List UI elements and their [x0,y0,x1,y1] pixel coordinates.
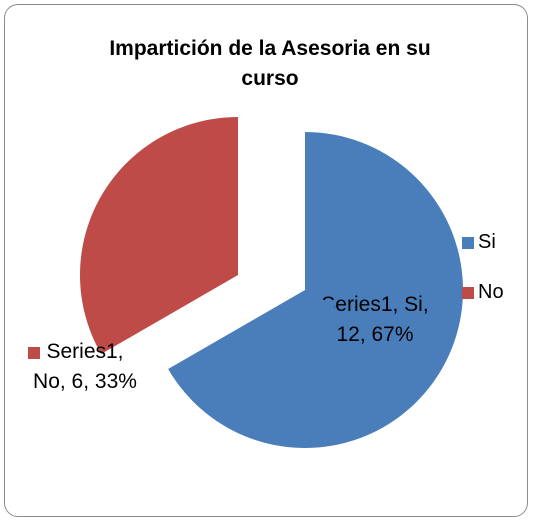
chart-title: Impartición de la Asesoria en su curso [109,37,431,90]
chart-border [4,4,528,517]
legend-swatch [462,286,474,299]
legend-item: No [462,281,504,304]
pie-slice [168,132,463,448]
legend-label: No [478,281,504,303]
legend-swatch [462,236,474,249]
label-key [322,300,334,312]
data-label-box: Series1, Si, 12, 67% [320,290,430,350]
data-label: Series1, Si, 12, 67% [321,293,429,346]
data-label-box: Series1, No, 6, 33% [28,337,140,397]
label-key [28,347,40,359]
legend-label: Si [478,231,496,253]
pie-slice [79,117,238,354]
data-label: Series1, No, 6, 33% [33,340,137,393]
legend-item: Si [462,231,496,254]
